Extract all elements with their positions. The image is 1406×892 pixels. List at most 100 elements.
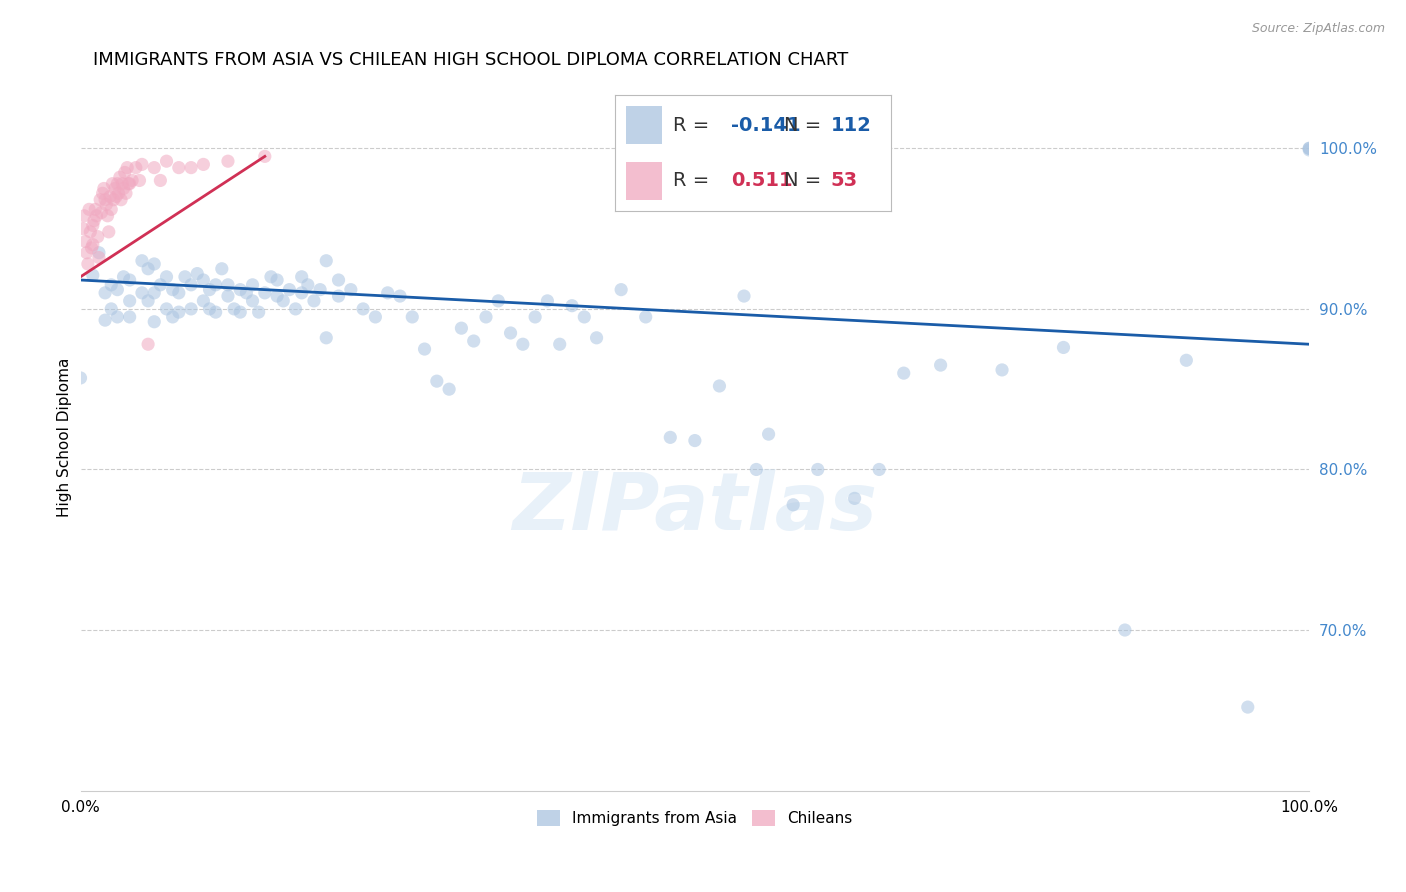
Point [1052,341,1074,355]
Point [463,334,485,348]
Point [167,285,190,300]
Point [75,235,97,249]
Point [180,277,202,292]
Point [83,213,105,227]
Point [929,358,952,372]
Point [94,285,117,300]
Point [340,283,363,297]
Point [72,221,94,235]
Point [204,305,226,319]
Point [524,310,547,324]
Point [266,273,288,287]
Point [100,202,122,217]
Point [186,267,208,281]
Point [352,301,374,316]
Point [112,181,135,195]
Point [437,382,460,396]
Point [100,277,122,292]
Point [108,170,131,185]
Point [807,462,830,476]
Point [105,177,128,191]
Point [193,273,215,287]
Point [574,310,596,324]
Point [69,371,91,385]
Point [118,273,141,287]
Point [96,209,118,223]
Point [328,289,350,303]
Point [242,277,264,292]
Point [155,301,177,316]
Point [174,269,197,284]
Point [143,257,166,271]
Point [475,310,498,324]
Point [229,283,252,297]
Point [112,269,135,284]
Point [1298,141,1320,155]
Point [82,219,104,233]
Point [315,253,337,268]
Point [235,285,257,300]
Point [143,161,166,175]
Point [1175,353,1198,368]
Point [217,289,239,303]
Point [683,434,706,448]
Text: ZIPatlas: ZIPatlas [512,469,877,547]
Point [111,177,134,191]
Point [260,269,283,284]
Text: Source: ZipAtlas.com: Source: ZipAtlas.com [1251,22,1385,36]
Point [93,181,115,195]
Point [125,161,148,175]
Point [180,301,202,316]
Point [155,154,177,169]
Point [1114,623,1136,637]
Point [115,186,138,201]
Point [121,173,143,187]
Point [77,257,100,271]
Point [733,289,755,303]
Point [377,285,399,300]
Point [105,189,128,203]
Point [242,293,264,308]
Point [291,269,314,284]
Point [128,173,150,187]
Legend: Immigrants from Asia, Chileans: Immigrants from Asia, Chileans [529,803,860,834]
Text: IMMIGRANTS FROM ASIA VS CHILEAN HIGH SCHOOL DIPLOMA CORRELATION CHART: IMMIGRANTS FROM ASIA VS CHILEAN HIGH SCH… [93,51,848,69]
Point [271,293,294,308]
Point [868,462,890,476]
Point [266,289,288,303]
Point [90,205,112,219]
Point [91,186,114,201]
Point [758,427,780,442]
Point [87,245,110,260]
Point [224,301,246,316]
Point [302,293,325,308]
Point [844,491,866,506]
Point [149,173,172,187]
Point [155,269,177,284]
Point [217,277,239,292]
Point [131,253,153,268]
Point [143,285,166,300]
Point [98,189,121,203]
Point [709,379,731,393]
Point [149,277,172,292]
Point [585,331,607,345]
Point [413,342,436,356]
Point [278,283,301,297]
Point [118,177,141,191]
Point [82,237,104,252]
Point [1298,143,1320,157]
Point [217,154,239,169]
Point [536,293,558,308]
Point [659,430,682,444]
Point [499,326,522,340]
Point [136,261,159,276]
Point [486,293,509,308]
Point [162,283,184,297]
Point [893,366,915,380]
Point [561,299,583,313]
Point [745,462,768,476]
Point [315,331,337,345]
Point [76,245,98,260]
Point [86,229,108,244]
